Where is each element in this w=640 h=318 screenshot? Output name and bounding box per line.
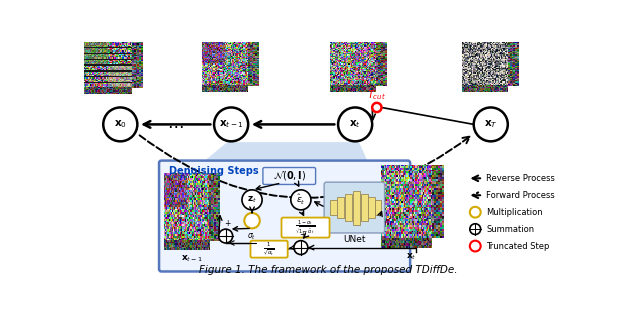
Text: Summation: Summation xyxy=(486,225,534,234)
Text: -: - xyxy=(213,230,216,240)
Text: Truncated Step: Truncated Step xyxy=(486,242,550,251)
Text: $\mathbf{x}_{t-1}$: $\mathbf{x}_{t-1}$ xyxy=(181,254,202,264)
Circle shape xyxy=(244,213,260,228)
Bar xyxy=(345,194,352,221)
Text: +: + xyxy=(224,218,230,228)
FancyBboxPatch shape xyxy=(324,182,385,233)
Text: Denoising Steps: Denoising Steps xyxy=(169,166,259,176)
Text: $T_{cut}$: $T_{cut}$ xyxy=(367,88,387,102)
Text: Forward Process: Forward Process xyxy=(486,191,555,200)
Text: $\mathbf{x}_{t-1}$: $\mathbf{x}_{t-1}$ xyxy=(219,119,243,130)
Circle shape xyxy=(242,190,262,210)
Text: $\frac{1}{\sqrt{\alpha_t}}$: $\frac{1}{\sqrt{\alpha_t}}$ xyxy=(263,241,275,258)
Text: $\mathbf{x}_0$: $\mathbf{x}_0$ xyxy=(114,119,127,130)
Circle shape xyxy=(470,241,481,252)
Text: $\mathcal{N}(\mathbf{0},\mathbf{I})$: $\mathcal{N}(\mathbf{0},\mathbf{I})$ xyxy=(273,169,306,183)
Text: Figure 1. The framework of the proposed TDiffDe.: Figure 1. The framework of the proposed … xyxy=(199,265,457,275)
Text: $\mathbf{x}_t$: $\mathbf{x}_t$ xyxy=(406,252,417,262)
Text: $\mathbf{x}_t$: $\mathbf{x}_t$ xyxy=(349,119,361,130)
Text: $\hat{\varepsilon}_t$: $\hat{\varepsilon}_t$ xyxy=(296,193,306,207)
Text: $\cdots$: $\cdots$ xyxy=(168,116,184,134)
Text: $\frac{1-\alpha_t}{\sqrt{1-\bar{\alpha}_t}}$: $\frac{1-\alpha_t}{\sqrt{1-\bar{\alpha}_… xyxy=(295,218,316,237)
Circle shape xyxy=(372,103,381,112)
FancyBboxPatch shape xyxy=(282,218,330,238)
FancyBboxPatch shape xyxy=(250,241,288,258)
Bar xyxy=(374,200,381,215)
Bar xyxy=(330,200,337,215)
Text: $\mathbf{x}_T$: $\mathbf{x}_T$ xyxy=(484,119,498,130)
Circle shape xyxy=(470,224,481,234)
Bar xyxy=(368,197,375,218)
FancyBboxPatch shape xyxy=(263,168,316,184)
Circle shape xyxy=(294,241,308,254)
Circle shape xyxy=(291,190,311,210)
Text: +: + xyxy=(300,230,306,239)
Text: Reverse Process: Reverse Process xyxy=(486,174,555,183)
Circle shape xyxy=(474,107,508,141)
Bar xyxy=(360,194,367,221)
Polygon shape xyxy=(200,142,369,164)
Text: $\sigma_t$: $\sigma_t$ xyxy=(248,232,257,242)
Circle shape xyxy=(219,229,233,243)
Bar xyxy=(337,197,344,218)
Text: UNet: UNet xyxy=(343,234,365,244)
Text: Multiplication: Multiplication xyxy=(486,208,543,217)
Bar xyxy=(353,190,360,225)
Circle shape xyxy=(338,107,372,141)
Text: -: - xyxy=(288,242,292,252)
Circle shape xyxy=(214,107,248,141)
Circle shape xyxy=(103,107,138,141)
Circle shape xyxy=(470,207,481,218)
FancyBboxPatch shape xyxy=(159,161,410,272)
Text: $\mathbf{z}_t$: $\mathbf{z}_t$ xyxy=(247,195,257,205)
